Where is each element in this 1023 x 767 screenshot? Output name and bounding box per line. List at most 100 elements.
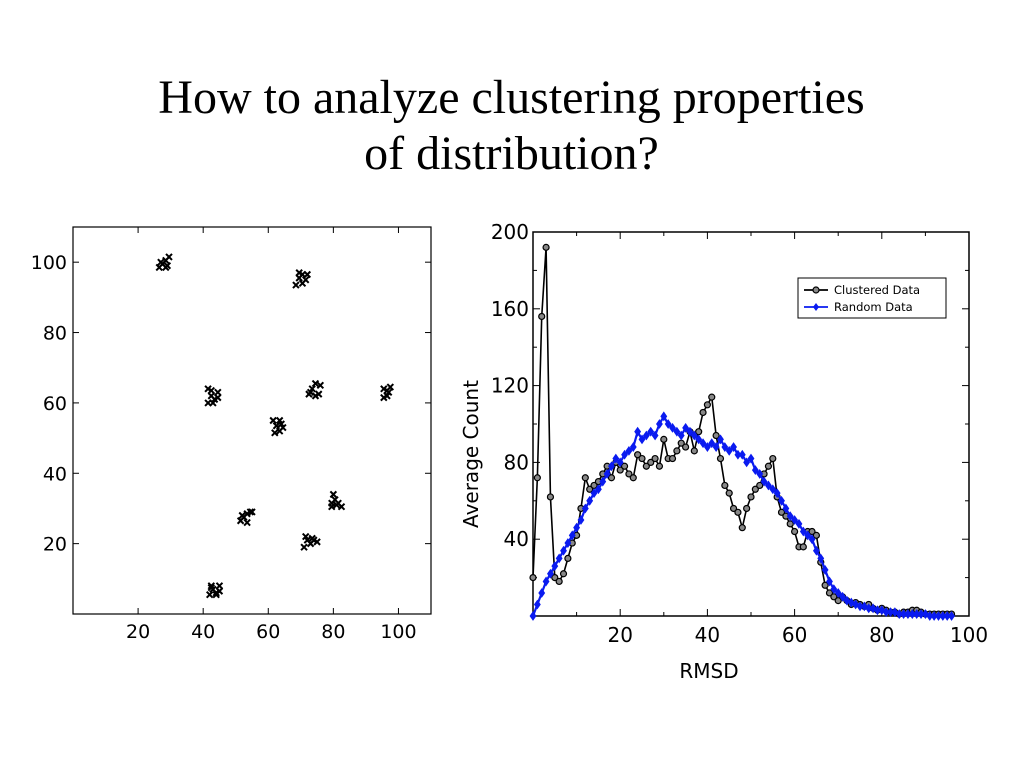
clustered-data-point (690, 447, 698, 455)
line-y-tick-label: 120 (491, 374, 529, 398)
legend-swatch-marker (812, 286, 820, 294)
clustered-data-point (629, 474, 637, 482)
clustered-data-point (769, 454, 777, 463)
line-x-tick-label: 20 (607, 623, 632, 647)
scatter-point-x-marker (165, 253, 173, 261)
random-data-line (531, 414, 952, 618)
clustered-data-point (812, 531, 820, 539)
random-data-point (673, 426, 681, 437)
clustered-data-point (551, 574, 559, 582)
clustered-data-point (712, 431, 720, 440)
random-data-point (599, 476, 607, 487)
random-data-point (948, 611, 955, 621)
clustered-data-point (699, 408, 707, 417)
clustered-data-point (729, 504, 738, 513)
random-data-point (786, 511, 794, 522)
scatter-x-tick-label: 100 (380, 621, 416, 643)
scatter-point-x-marker (311, 379, 320, 388)
scatter-y-tick-label: 20 (43, 534, 67, 556)
clustered-data-point (647, 458, 655, 466)
random-data-point (629, 442, 637, 452)
scatter-point-x-marker (248, 508, 256, 516)
scatter-cluster (155, 253, 173, 272)
clustered-data-point (559, 570, 568, 578)
scatter-cluster (269, 416, 287, 437)
line-x-tick-label: 40 (695, 623, 720, 647)
clustered-data-point (529, 574, 537, 582)
line-y-tick-label: 80 (504, 450, 529, 474)
random-data-point (547, 568, 554, 579)
random-data-point (808, 534, 816, 545)
scatter-point-x-marker (246, 508, 255, 516)
legend-label: Random Data (834, 300, 913, 314)
random-data-point (656, 419, 663, 429)
scatter-point-x-marker (243, 518, 251, 527)
random-data-point (625, 445, 633, 456)
clustered-data-point (756, 481, 764, 490)
random-data-point (690, 430, 698, 441)
clustered-data-point (777, 508, 786, 516)
clustered-data-point (721, 481, 729, 490)
random-data-point (756, 469, 764, 479)
random-data-point (773, 488, 781, 499)
random-data-series (529, 411, 955, 621)
random-data-point (747, 453, 755, 464)
clustered-data-point (651, 454, 659, 463)
random-data-point (677, 430, 685, 441)
scatter-point-x-marker (272, 422, 281, 430)
clustered-data-point (708, 393, 716, 401)
random-data-point (682, 422, 690, 433)
scatter-x-tick-label: 80 (321, 621, 345, 643)
scatter-point-x-marker (337, 502, 346, 511)
random-data-point (660, 411, 668, 422)
random-data-point (581, 503, 589, 514)
line-y-tick-label: 40 (504, 527, 529, 551)
y-axis-label: Average Count (459, 380, 483, 528)
random-data-point (651, 430, 659, 441)
scatter-point-x-marker (380, 385, 388, 393)
random-data-point (590, 488, 598, 499)
line-x-tick-label: 100 (950, 623, 988, 647)
clustered-data-point (673, 447, 681, 455)
scatter-x-tick-label: 20 (126, 621, 150, 643)
random-data-point (695, 434, 703, 445)
scatter-point-x-marker (157, 258, 165, 266)
random-data-point (765, 480, 772, 491)
random-data-point (891, 607, 899, 618)
random-data-point (703, 442, 711, 452)
clustered-data-point (638, 454, 646, 463)
random-data-point (778, 495, 785, 506)
clustered-data-point (821, 581, 829, 589)
random-data-point (647, 426, 655, 437)
scatter-point-x-marker (215, 587, 224, 595)
random-data-point (795, 518, 803, 529)
clustered-data-point (564, 554, 572, 562)
scatter-point-x-marker (300, 543, 308, 551)
clustered-data-point (716, 454, 725, 463)
line-y-tick-label: 200 (491, 220, 529, 244)
random-data-point (560, 545, 567, 556)
random-data-point (712, 442, 720, 452)
clustered-data-point (586, 485, 594, 493)
random-data-point (586, 495, 594, 506)
scatter-y-tick-label: 60 (43, 393, 67, 415)
scatter-y-tick-label: 40 (43, 463, 67, 485)
scatter-point-x-marker (207, 582, 216, 590)
scatter-point-x-marker (328, 499, 336, 507)
random-data-point (804, 530, 812, 541)
scatter-cluster (204, 385, 222, 407)
scatter-point-x-marker (332, 501, 341, 509)
random-data-point (708, 438, 716, 449)
scatter-point-x-marker (295, 269, 303, 277)
scatter-x-tick-label: 40 (191, 621, 215, 643)
random-data-point (821, 565, 829, 575)
scatter-point-x-marker (277, 420, 285, 428)
random-data-point (669, 422, 676, 433)
legend: Clustered Data Random Data (797, 277, 947, 319)
clustered-data-point (660, 435, 668, 443)
random-data-point (769, 484, 777, 495)
legend-label: Clustered Data (834, 283, 920, 297)
slide-title-line-2: of distribution? (364, 127, 659, 180)
scatter-point-x-marker (311, 392, 320, 400)
clustered-data-point (620, 462, 629, 470)
